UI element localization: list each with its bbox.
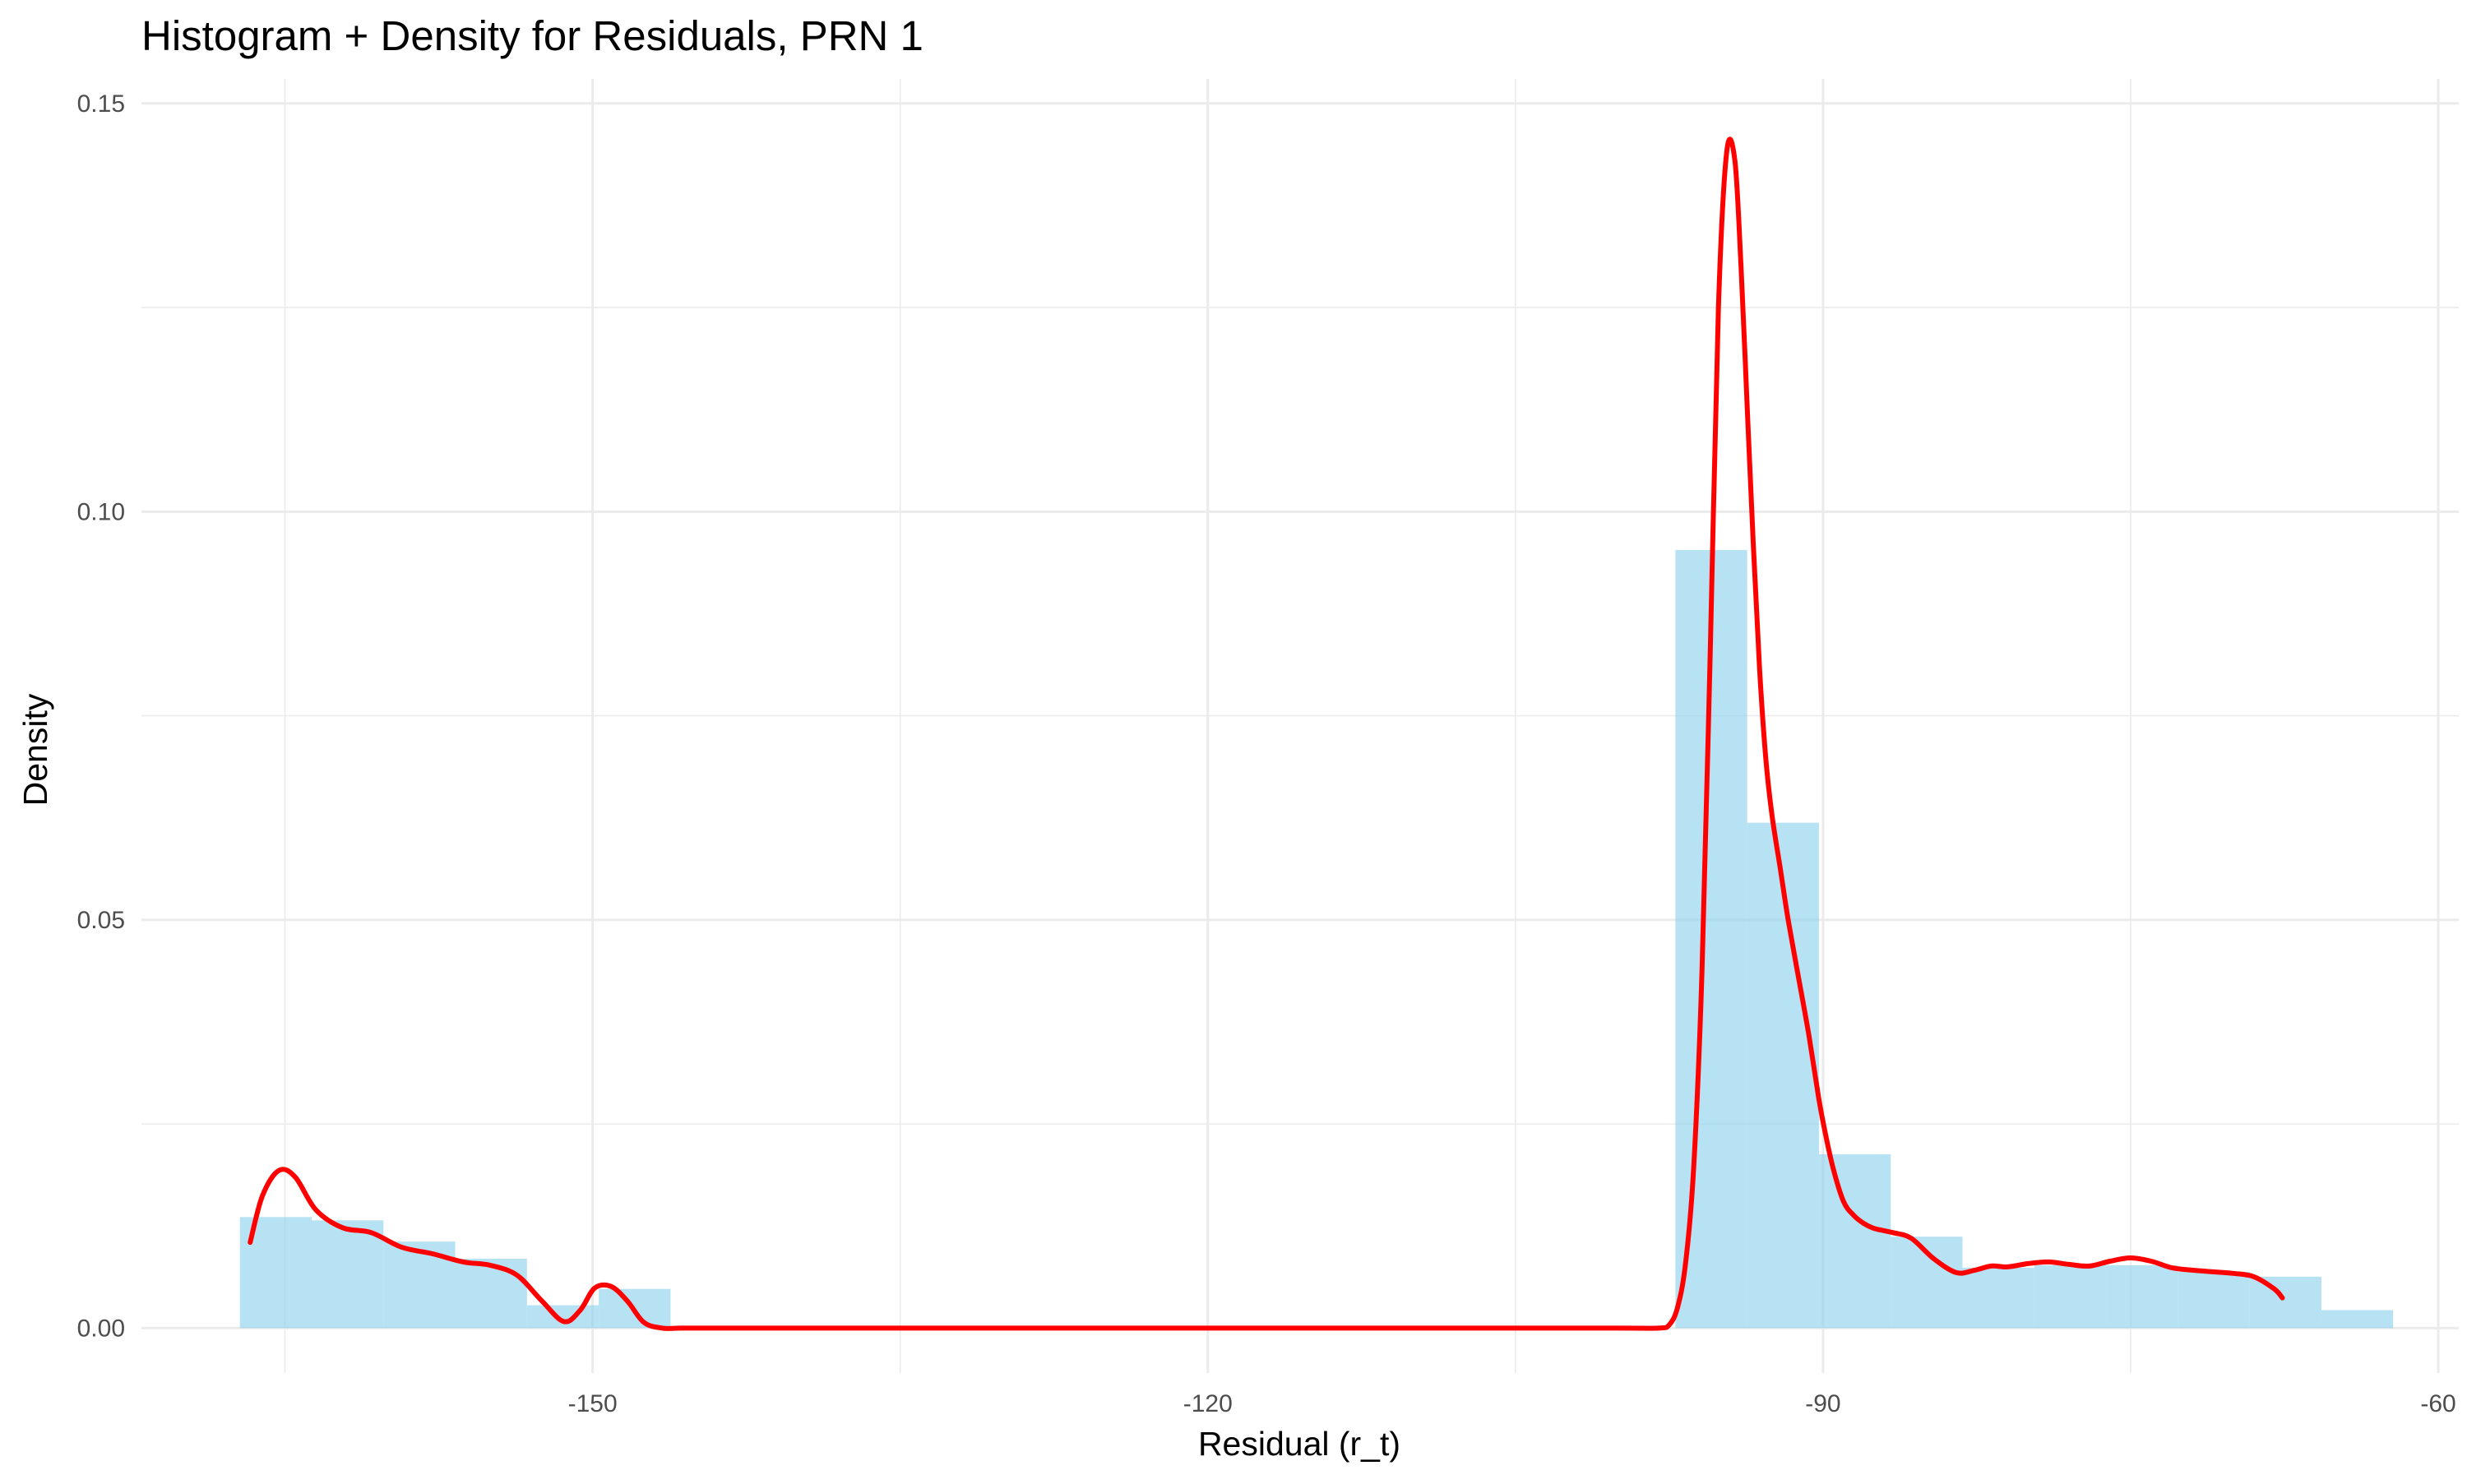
histogram-bar bbox=[1747, 822, 1819, 1329]
grid-layer bbox=[141, 79, 2459, 1373]
histogram-bar bbox=[311, 1220, 384, 1329]
histogram-bar bbox=[455, 1258, 527, 1329]
x-axis-title: Residual (r_t) bbox=[1198, 1425, 1400, 1463]
histogram-bar bbox=[1818, 1153, 1891, 1329]
chart-title: Histogram + Density for Residuals, PRN 1 bbox=[141, 12, 923, 59]
histogram-bar bbox=[526, 1305, 599, 1329]
x-tick-label: -90 bbox=[1805, 1390, 1840, 1417]
y-tick-label: 0.10 bbox=[77, 498, 125, 525]
density-curve bbox=[248, 136, 2285, 1331]
histogram-bar bbox=[2249, 1276, 2321, 1329]
histogram-bar bbox=[1962, 1267, 2034, 1329]
density-curve-layer bbox=[248, 136, 2285, 1331]
histogram-bar bbox=[2034, 1264, 2107, 1329]
y-axis-title: Density bbox=[16, 693, 54, 806]
y-tick-label: 0.15 bbox=[77, 90, 125, 118]
histogram-bar bbox=[2178, 1271, 2250, 1329]
y-tick-label: 0.05 bbox=[77, 907, 125, 934]
axis-tick-labels: -150 -120 -90 -60 0.00 0.05 0.10 0.15 bbox=[77, 90, 2456, 1417]
x-tick-label: -60 bbox=[2420, 1390, 2455, 1417]
x-tick-label: -120 bbox=[1183, 1390, 1233, 1417]
histogram-bar bbox=[2106, 1264, 2178, 1329]
histogram-bars bbox=[239, 549, 2394, 1329]
histogram-bar bbox=[2321, 1310, 2394, 1329]
x-tick-label: -150 bbox=[568, 1390, 618, 1417]
y-tick-label: 0.00 bbox=[77, 1315, 125, 1342]
